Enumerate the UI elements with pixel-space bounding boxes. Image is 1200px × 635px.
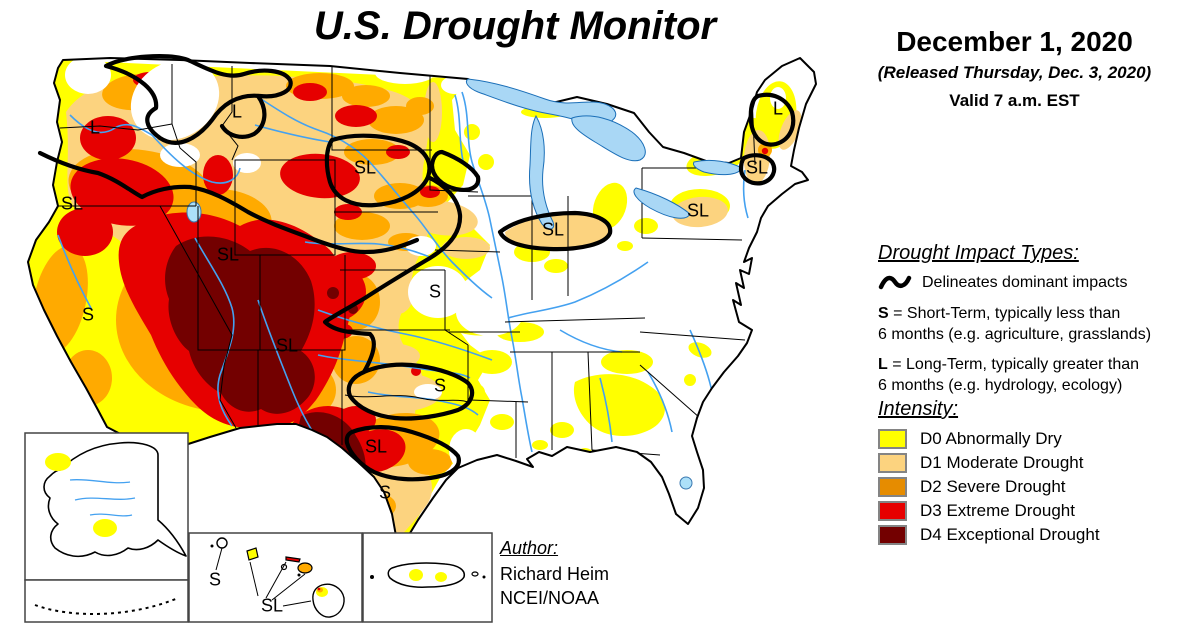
long-term-definition: L = Long-Term, typically greater than 6 … — [878, 356, 1140, 394]
short-term-definition: S = Short-Term, typically less than 6 mo… — [878, 305, 1152, 343]
author-heading: Author: — [500, 538, 559, 558]
map-label: SL — [275, 335, 299, 356]
map-label: L — [772, 98, 784, 119]
map-date: December 1, 2020 — [896, 26, 1133, 57]
hawaii-inset — [188, 532, 363, 623]
impact-boundaries — [37, 54, 796, 482]
intensity-swatch-d1 — [878, 453, 907, 473]
intensity-row-d0: D0 Abnormally Dry — [878, 429, 1190, 449]
puerto-rico-inset — [362, 532, 493, 623]
map-label: SL — [216, 244, 240, 265]
date-block: December 1, 2020 (Released Thursday, Dec… — [842, 26, 1187, 111]
map-label: SL — [260, 595, 284, 616]
intensity-swatch-d4 — [878, 525, 907, 545]
map-label: SL — [353, 157, 377, 178]
intensity-label-d1: D1 Moderate Drought — [920, 453, 1084, 472]
intensity-legend: Intensity: D0 Abnormally Dry D1 Moderate… — [878, 398, 1190, 549]
map-label: L — [231, 101, 243, 122]
map-label: SL — [60, 193, 84, 214]
map-label: SL — [541, 219, 565, 240]
intensity-label-d2: D2 Severe Drought — [920, 477, 1066, 496]
intensity-swatch-d0 — [878, 429, 907, 449]
author-block: Author: Richard Heim NCEI/NOAA — [500, 536, 700, 610]
intensity-row-d4: D4 Exceptional Drought — [878, 525, 1190, 545]
map-label: L — [89, 117, 101, 138]
great-lakes — [465, 78, 743, 230]
released-date: (Released Thursday, Dec. 3, 2020) — [877, 63, 1152, 82]
delineates-text: Delineates dominant impacts — [922, 274, 1128, 291]
map-label: SL — [745, 157, 769, 178]
intensity-row-d1: D1 Moderate Drought — [878, 453, 1190, 473]
impact-types-legend: Drought Impact Types: Delineates dominan… — [878, 243, 1190, 405]
map-label: S — [208, 569, 222, 590]
map-label: SL — [686, 200, 710, 221]
map-label: S — [433, 375, 447, 396]
valid-time: Valid 7 a.m. EST — [949, 91, 1080, 110]
intensity-row-d2: D2 Severe Drought — [878, 477, 1190, 497]
intensity-swatch-d2 — [878, 477, 907, 497]
page-title: U.S. Drought Monitor — [313, 4, 717, 48]
map-label: S — [378, 482, 392, 503]
intensity-legend-heading: Intensity: — [878, 398, 959, 420]
map-label: SL — [364, 436, 388, 457]
author-org: NCEI/NOAA — [500, 588, 600, 608]
impact-legend-heading: Drought Impact Types: — [878, 242, 1079, 264]
intensity-swatch-d3 — [878, 501, 907, 521]
aleutian-islands — [34, 597, 179, 616]
alaska-inset — [24, 432, 189, 623]
tilde-squiggle-icon — [878, 275, 912, 289]
author-name: Richard Heim — [500, 564, 610, 584]
intensity-label-d4: D4 Exceptional Drought — [920, 525, 1100, 544]
intensity-row-d3: D3 Extreme Drought — [878, 501, 1190, 521]
map-label: S — [428, 281, 442, 302]
intensity-label-d0: D0 Abnormally Dry — [920, 429, 1062, 448]
map-label: S — [81, 304, 95, 325]
intensity-label-d3: D3 Extreme Drought — [920, 501, 1075, 520]
